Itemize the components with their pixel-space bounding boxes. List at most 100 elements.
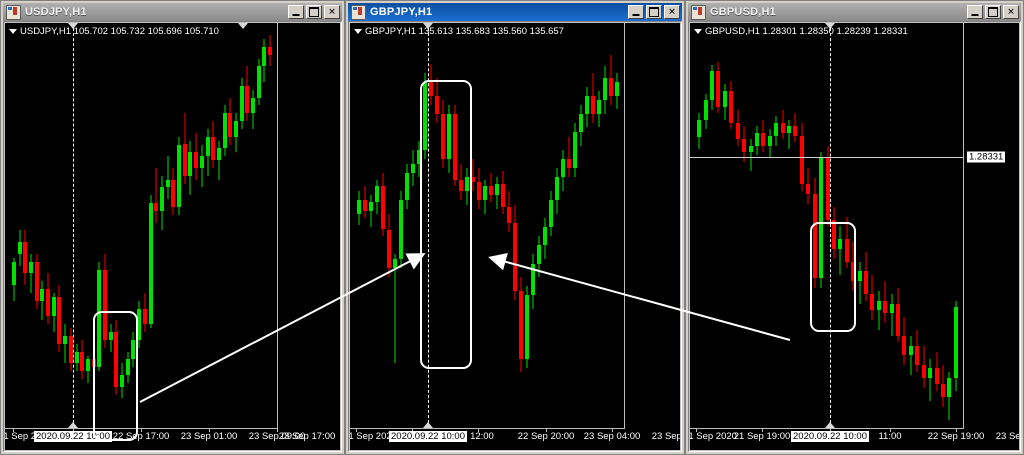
candlestick	[459, 163, 463, 200]
candle-body	[51, 296, 56, 317]
close-icon[interactable]: ✕	[1003, 5, 1019, 19]
chart-top-marker-secondary[interactable]	[238, 23, 248, 29]
candlestick-chart-gbpusd[interactable]: GBPUSD,H1 1.28301 1.28350 1.28239 1.2833…	[690, 23, 1019, 450]
candlestick	[787, 119, 791, 149]
crosshair-top-marker[interactable]	[68, 23, 78, 29]
candle-body	[447, 113, 451, 160]
candle-body	[387, 229, 391, 269]
candle-body	[381, 186, 385, 230]
candle-body	[471, 177, 475, 182]
candle-body	[34, 261, 39, 301]
window-controls[interactable]: ✕	[967, 5, 1019, 19]
candlestick	[896, 287, 901, 343]
candle-wick	[788, 119, 790, 149]
chart-area-gbpusd[interactable]: GBPUSD,H1 1.28301 1.28350 1.28239 1.2833…	[688, 21, 1021, 452]
maximize-button[interactable]	[985, 5, 1001, 19]
candlestick	[63, 324, 68, 364]
candlestick	[256, 58, 261, 106]
highlight-box[interactable]	[93, 311, 138, 441]
chart-area-gbpjpy[interactable]: GBPJPY,H1 135.613 135.683 135.560 135.65…	[348, 21, 682, 452]
maximize-button[interactable]	[306, 5, 322, 19]
crosshair-bottom-marker[interactable]	[825, 422, 835, 428]
candlestick	[567, 136, 571, 178]
candlestick	[222, 105, 227, 157]
candlestick	[579, 104, 583, 146]
candle-body	[17, 242, 22, 254]
chevron-down-icon[interactable]	[694, 28, 702, 34]
candlestick	[573, 122, 577, 178]
minimize-button[interactable]	[967, 5, 983, 19]
time-tick	[356, 428, 357, 432]
chart-window-gbpjpy[interactable]: GBPJPY,H1 ✕ GBPJPY,H1 135.613 135.683 13…	[345, 0, 685, 455]
window-controls[interactable]: ✕	[628, 5, 680, 19]
candlestick-chart-gbpjpy[interactable]: GBPJPY,H1 135.613 135.683 135.560 135.65…	[350, 23, 680, 450]
candle-body	[137, 308, 142, 340]
titlebar-gbpusd[interactable]: GBPUSD,H1 ✕	[688, 3, 1021, 21]
candle-body	[375, 186, 379, 203]
candle-body	[477, 181, 481, 200]
cursor-time-badge: 2020.09.22 10:00	[791, 431, 869, 442]
candlestick	[471, 159, 475, 191]
candlestick	[205, 128, 210, 176]
time-tick	[73, 428, 74, 432]
chart-area-usdjpy[interactable]: USDJPY,H1 105.702 105.732 105.696 105.71…	[3, 21, 342, 452]
candle-body	[609, 77, 613, 96]
candle-body	[459, 179, 463, 191]
chart-window-gbpusd[interactable]: GBPUSD,H1 ✕ GBPUSD,H1 1.28301 1.28350 1.…	[685, 0, 1024, 455]
minimize-button[interactable]	[288, 5, 304, 19]
crosshair-top-marker[interactable]	[825, 23, 835, 29]
crosshair-top-marker[interactable]	[423, 23, 433, 29]
candlestick	[108, 324, 113, 352]
candle-body	[40, 289, 45, 301]
candlestick	[483, 179, 487, 214]
crosshair-bottom-marker[interactable]	[423, 422, 433, 428]
candlestick	[251, 89, 256, 129]
candle-body	[393, 258, 397, 269]
chevron-down-icon[interactable]	[354, 28, 362, 34]
candle-body	[838, 239, 843, 249]
minimize-button[interactable]	[628, 5, 644, 19]
candle-wick	[370, 195, 372, 228]
candlestick	[537, 236, 541, 278]
candle-body	[405, 172, 409, 200]
close-icon[interactable]: ✕	[664, 5, 680, 19]
window-controls[interactable]: ✕	[288, 5, 340, 19]
price-axis: 105.350105.285105.220105.155105.090105.0…	[286, 23, 340, 428]
candle-body	[159, 187, 164, 211]
candle-wick	[472, 159, 474, 191]
candlestick	[555, 168, 559, 214]
titlebar-usdjpy[interactable]: USDJPY,H1 ✕	[3, 3, 342, 21]
highlight-box[interactable]	[420, 80, 472, 369]
crosshair-bottom-marker[interactable]	[68, 422, 78, 428]
chart-window-usdjpy[interactable]: USDJPY,H1 ✕ USDJPY,H1 105.702 105.732 10…	[0, 0, 345, 455]
candlestick	[387, 213, 391, 278]
candlestick	[142, 293, 147, 333]
candle-wick	[859, 261, 861, 304]
candle-body	[531, 263, 535, 296]
candlestick	[131, 332, 136, 368]
chevron-down-icon[interactable]	[9, 28, 17, 34]
candle-body	[947, 378, 952, 398]
candle-body	[148, 203, 153, 325]
candle-body	[205, 136, 210, 157]
candlestick	[947, 371, 952, 420]
candle-body	[806, 184, 811, 194]
time-label: 23 Sep 03:00	[995, 431, 1019, 442]
candle-body	[555, 177, 559, 200]
candlestick	[615, 73, 619, 110]
candle-body	[754, 132, 759, 146]
candle-wick	[929, 358, 931, 401]
candlestick-chart-usdjpy[interactable]: USDJPY,H1 105.702 105.732 105.696 105.71…	[5, 23, 340, 450]
candle-body	[844, 239, 849, 262]
candle-body	[549, 200, 553, 228]
highlight-box[interactable]	[810, 222, 856, 332]
candlestick	[774, 116, 779, 146]
candlestick	[908, 336, 913, 375]
candle-body	[812, 193, 817, 278]
candlestick	[953, 300, 958, 391]
close-icon[interactable]: ✕	[324, 5, 340, 19]
candle-body	[697, 119, 702, 138]
maximize-button[interactable]	[646, 5, 662, 19]
titlebar-gbpjpy[interactable]: GBPJPY,H1 ✕	[348, 3, 682, 21]
candle-body	[780, 122, 785, 133]
